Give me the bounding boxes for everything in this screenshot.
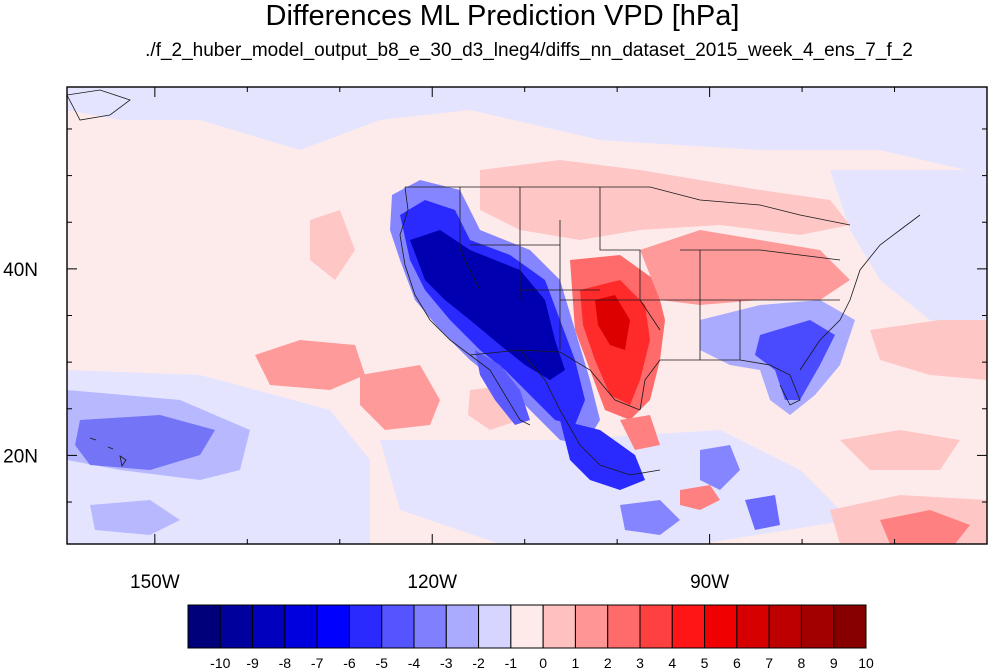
coastlines (67, 89, 921, 476)
mexico-coast-line (519, 349, 661, 476)
field-se-blue-core (755, 320, 835, 400)
colorbar-box (219, 604, 254, 649)
colorbar-box (639, 604, 673, 649)
colorbar-box (316, 604, 350, 649)
field-carib-blue-1 (700, 445, 740, 490)
colorbar-box (574, 604, 609, 649)
colorbar-label: -3 (440, 655, 453, 671)
map-title: Differences ML Prediction VPD [hPa] (265, 0, 740, 32)
colorbar-label: -7 (311, 655, 324, 671)
colorbar-label: 5 (701, 655, 709, 671)
colorbar-box (736, 604, 770, 649)
field-atlantic-pink (870, 320, 987, 380)
colorbar-box (478, 604, 512, 649)
baja-coast-line (469, 354, 531, 426)
colorbar-box (187, 604, 221, 649)
alaska-coast-line (67, 89, 131, 121)
canada-border-line (405, 186, 851, 226)
colorbar-box (833, 604, 867, 649)
colorbar-box (445, 604, 480, 649)
colorbar-box (413, 604, 447, 649)
colorbar-box (768, 604, 802, 649)
colorbar-label: 2 (604, 655, 612, 671)
colorbar-label: -4 (408, 655, 421, 671)
colorbar-box (704, 604, 738, 649)
colorbar-box (671, 604, 706, 649)
colorbar-label: -10 (210, 655, 230, 671)
colorbar-box (381, 604, 415, 649)
field-atlantic-pink-2 (840, 430, 960, 470)
map-subtitle: ./f_2_huber_model_output_b8_e_30_d3_lneg… (145, 40, 913, 61)
colorbar-label: 7 (765, 655, 773, 671)
axis-ticks: 150W 120W 90W 40N 20N (3, 87, 988, 593)
mx-us-border-line (469, 349, 641, 411)
y-tick-label: 20N (3, 446, 38, 467)
field-sw-blue-small (90, 500, 180, 535)
colorbar-box (510, 604, 544, 649)
colorbar-label: 6 (733, 655, 741, 671)
field-gulf-red (620, 415, 660, 450)
colorbar-box (348, 604, 383, 649)
colorbar-label: 9 (830, 655, 838, 671)
colorbar-box (284, 604, 318, 649)
field-carib-red-1 (680, 485, 720, 510)
colorbar-label: 4 (668, 655, 676, 671)
field-hawaii-blue (75, 415, 215, 470)
y-tick-label: 40N (3, 260, 38, 281)
field-se-corner-red (880, 510, 970, 544)
colorbar-label: 10 (858, 655, 874, 671)
vpd-difference-map: 150W 120W 90W 40N 20N (3, 86, 988, 593)
colorbar-label: -9 (246, 655, 259, 671)
colorbar-label: -5 (375, 655, 388, 671)
state-lines-1 (459, 187, 841, 360)
field-ocean-pink-2 (360, 365, 440, 430)
field-midwest-pink (640, 230, 850, 305)
x-tick-label: 120W (407, 572, 457, 593)
colorbar-label: 3 (636, 655, 644, 671)
colorbar-label: 0 (539, 655, 547, 671)
field-ocean-pink-3 (310, 210, 355, 280)
colorbar-label: 8 (798, 655, 806, 671)
x-tick-label: 90W (690, 572, 729, 593)
field-ne-blue (830, 170, 987, 330)
colorbar-label: -2 (472, 655, 485, 671)
field-west-blue-core (410, 230, 565, 380)
colorbar-label: -8 (279, 655, 292, 671)
colorbar-label: -1 (505, 655, 518, 671)
field-central-red-core (595, 295, 630, 350)
east-coast-line (799, 214, 921, 371)
colorbar-box (542, 604, 576, 649)
field-north-pink (480, 160, 850, 240)
x-tick-label: 150W (130, 572, 180, 593)
us-west-coast-line (399, 186, 471, 356)
field-carib-blue-3 (620, 500, 680, 535)
field-north-blue (67, 87, 987, 175)
gulf-coast-line (639, 359, 801, 411)
colorbar-labels: -10 -9 -8 -7 -6 -5 -4 -3 -2 -1 0 1 2 3 4 5 6 7 8 9 10 (210, 655, 874, 671)
field-carib-blue-2 (745, 495, 780, 530)
colorbar-label: 1 (572, 655, 580, 671)
colorbar-boxes (187, 604, 867, 649)
colorbar-box (252, 604, 286, 649)
colorbar-box (800, 604, 835, 649)
hawaii-islands-line (89, 437, 127, 468)
colorbar-box (607, 604, 641, 649)
colorbar-label: -6 (343, 655, 356, 671)
field-ocean-pink-1 (255, 340, 365, 390)
